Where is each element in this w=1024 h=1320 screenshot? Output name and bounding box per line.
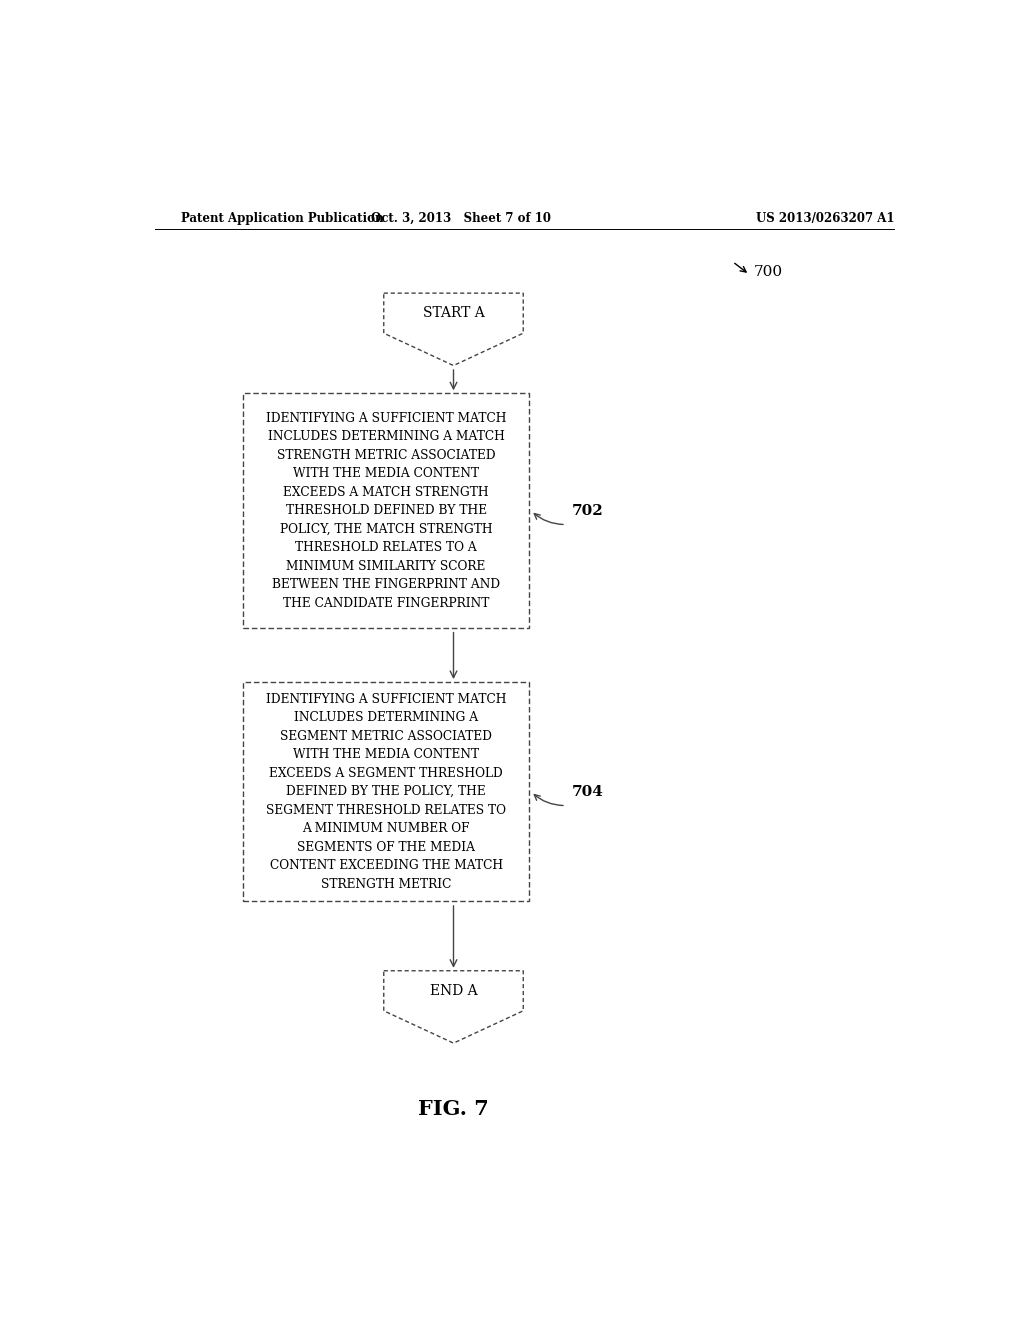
Text: 704: 704 [572, 784, 604, 799]
Text: Patent Application Publication: Patent Application Publication [180, 213, 383, 224]
Bar [243, 682, 529, 902]
Bar [243, 393, 529, 628]
Text: IDENTIFYING A SUFFICIENT MATCH
INCLUDES DETERMINING A
SEGMENT METRIC ASSOCIATED
: IDENTIFYING A SUFFICIENT MATCH INCLUDES … [266, 693, 506, 891]
Text: FIG. 7: FIG. 7 [418, 1100, 488, 1119]
Text: Oct. 3, 2013   Sheet 7 of 10: Oct. 3, 2013 Sheet 7 of 10 [372, 213, 551, 224]
Text: IDENTIFYING A SUFFICIENT MATCH
INCLUDES DETERMINING A MATCH
STRENGTH METRIC ASSO: IDENTIFYING A SUFFICIENT MATCH INCLUDES … [266, 412, 506, 610]
Text: 700: 700 [755, 265, 783, 280]
Text: 702: 702 [572, 504, 604, 517]
Text: START A: START A [423, 306, 484, 321]
Text: US 2013/0263207 A1: US 2013/0263207 A1 [757, 213, 895, 224]
Text: END A: END A [430, 983, 477, 998]
